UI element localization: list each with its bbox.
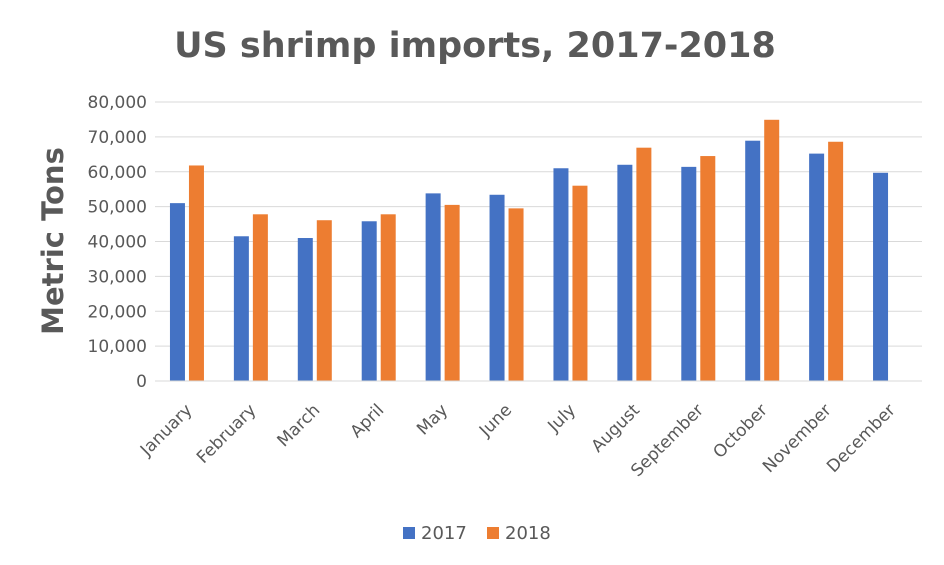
x-tick-label: April	[347, 400, 389, 442]
x-tick-label: March	[274, 400, 325, 451]
bar-2017-july	[553, 168, 569, 381]
bar-2018-february	[252, 214, 268, 381]
bar-2018-march	[316, 220, 332, 381]
bar-2017-june	[489, 194, 505, 381]
y-tick-label: 40,000	[88, 233, 147, 253]
bar-2017-october	[745, 140, 761, 381]
bar-2018-may	[444, 204, 460, 381]
x-tick-label: December	[823, 400, 899, 476]
bar-2018-august	[636, 147, 652, 381]
x-tick-label: January	[136, 400, 196, 460]
bar-2018-june	[508, 208, 524, 381]
y-tick-label: 60,000	[88, 163, 147, 183]
x-tick-label: October	[709, 400, 771, 462]
legend-label: 2018	[505, 523, 551, 544]
legend-swatch-2018	[487, 527, 499, 539]
bar-2018-october	[764, 119, 780, 381]
bar-2017-april	[361, 221, 377, 381]
bars	[169, 119, 889, 381]
bar-2017-december	[873, 172, 889, 381]
bar-2017-march	[297, 238, 313, 381]
bar-2017-may	[425, 193, 441, 381]
chart-title: US shrimp imports, 2017-2018	[174, 26, 776, 66]
y-axis-ticks: 0 10,000 20,000 30,000 40,000 50,000 60,000 70,…	[88, 93, 147, 392]
bar-2017-january	[169, 203, 185, 381]
bar-2017-february	[233, 236, 249, 381]
legend-swatch-2017	[403, 527, 415, 539]
bar-2018-july	[572, 185, 588, 381]
bar-2017-november	[809, 153, 825, 381]
x-tick-label: July	[544, 400, 580, 436]
legend: 2017 2018	[403, 523, 551, 544]
bar-2018-january	[188, 165, 204, 381]
x-tick-label: November	[759, 400, 836, 477]
x-tick-label: August	[588, 400, 644, 456]
y-tick-label: 50,000	[88, 198, 147, 218]
y-tick-label: 20,000	[88, 302, 147, 322]
y-tick-label: 80,000	[88, 93, 147, 113]
gridlines	[155, 101, 922, 347]
x-tick-label: June	[475, 400, 516, 441]
legend-label: 2017	[421, 523, 467, 544]
y-tick-label: 70,000	[88, 128, 147, 148]
bar-2017-august	[617, 164, 633, 381]
y-tick-label: 10,000	[88, 337, 147, 357]
bar-2018-november	[828, 141, 844, 381]
y-tick-label: 30,000	[88, 267, 147, 287]
y-tick-label: 0	[136, 372, 147, 392]
x-tick-label: February	[193, 400, 260, 467]
y-axis-label: Metric Tons	[36, 147, 70, 335]
bar-2017-september	[681, 166, 697, 381]
bar-2018-september	[700, 156, 716, 381]
x-tick-label: May	[413, 400, 452, 439]
bar-2018-april	[380, 214, 396, 381]
